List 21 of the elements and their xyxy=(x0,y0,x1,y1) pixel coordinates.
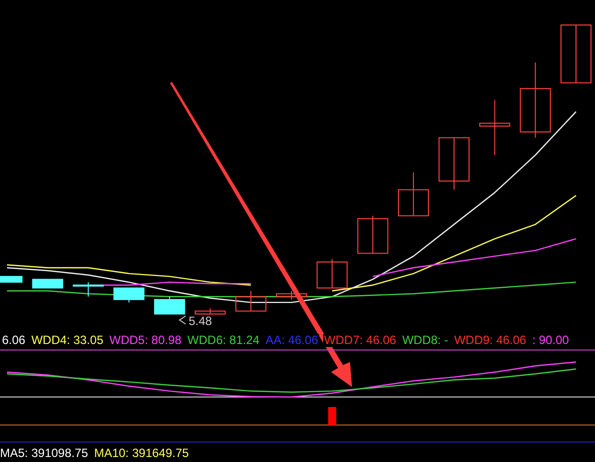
text: MA10: 391649.75 xyxy=(94,446,190,460)
candlestick xyxy=(316,258,348,288)
text: WDD7: 46.06 xyxy=(324,333,397,347)
text: WDD6: 81.24 xyxy=(187,333,260,347)
text: WDD9: 46.06 xyxy=(454,333,527,347)
text: AA: 46.06 xyxy=(265,333,318,347)
candlestick xyxy=(398,172,429,216)
text: WDD4: 33.05 xyxy=(31,333,104,347)
candlestick xyxy=(72,282,104,298)
text: WDD8: - xyxy=(402,333,448,347)
annotation: 5.48 xyxy=(188,314,212,328)
text: : 90.00 xyxy=(532,333,570,347)
text: WDD5: 80.98 xyxy=(109,333,182,347)
candlestick xyxy=(235,290,266,312)
candlestick xyxy=(560,24,592,84)
candlestick xyxy=(520,62,551,138)
text: MA5: 391098.75 xyxy=(0,446,88,460)
candlestick xyxy=(438,137,470,190)
candlestick xyxy=(357,215,388,254)
text: 6.06 xyxy=(2,333,26,347)
candlestick xyxy=(479,100,510,156)
